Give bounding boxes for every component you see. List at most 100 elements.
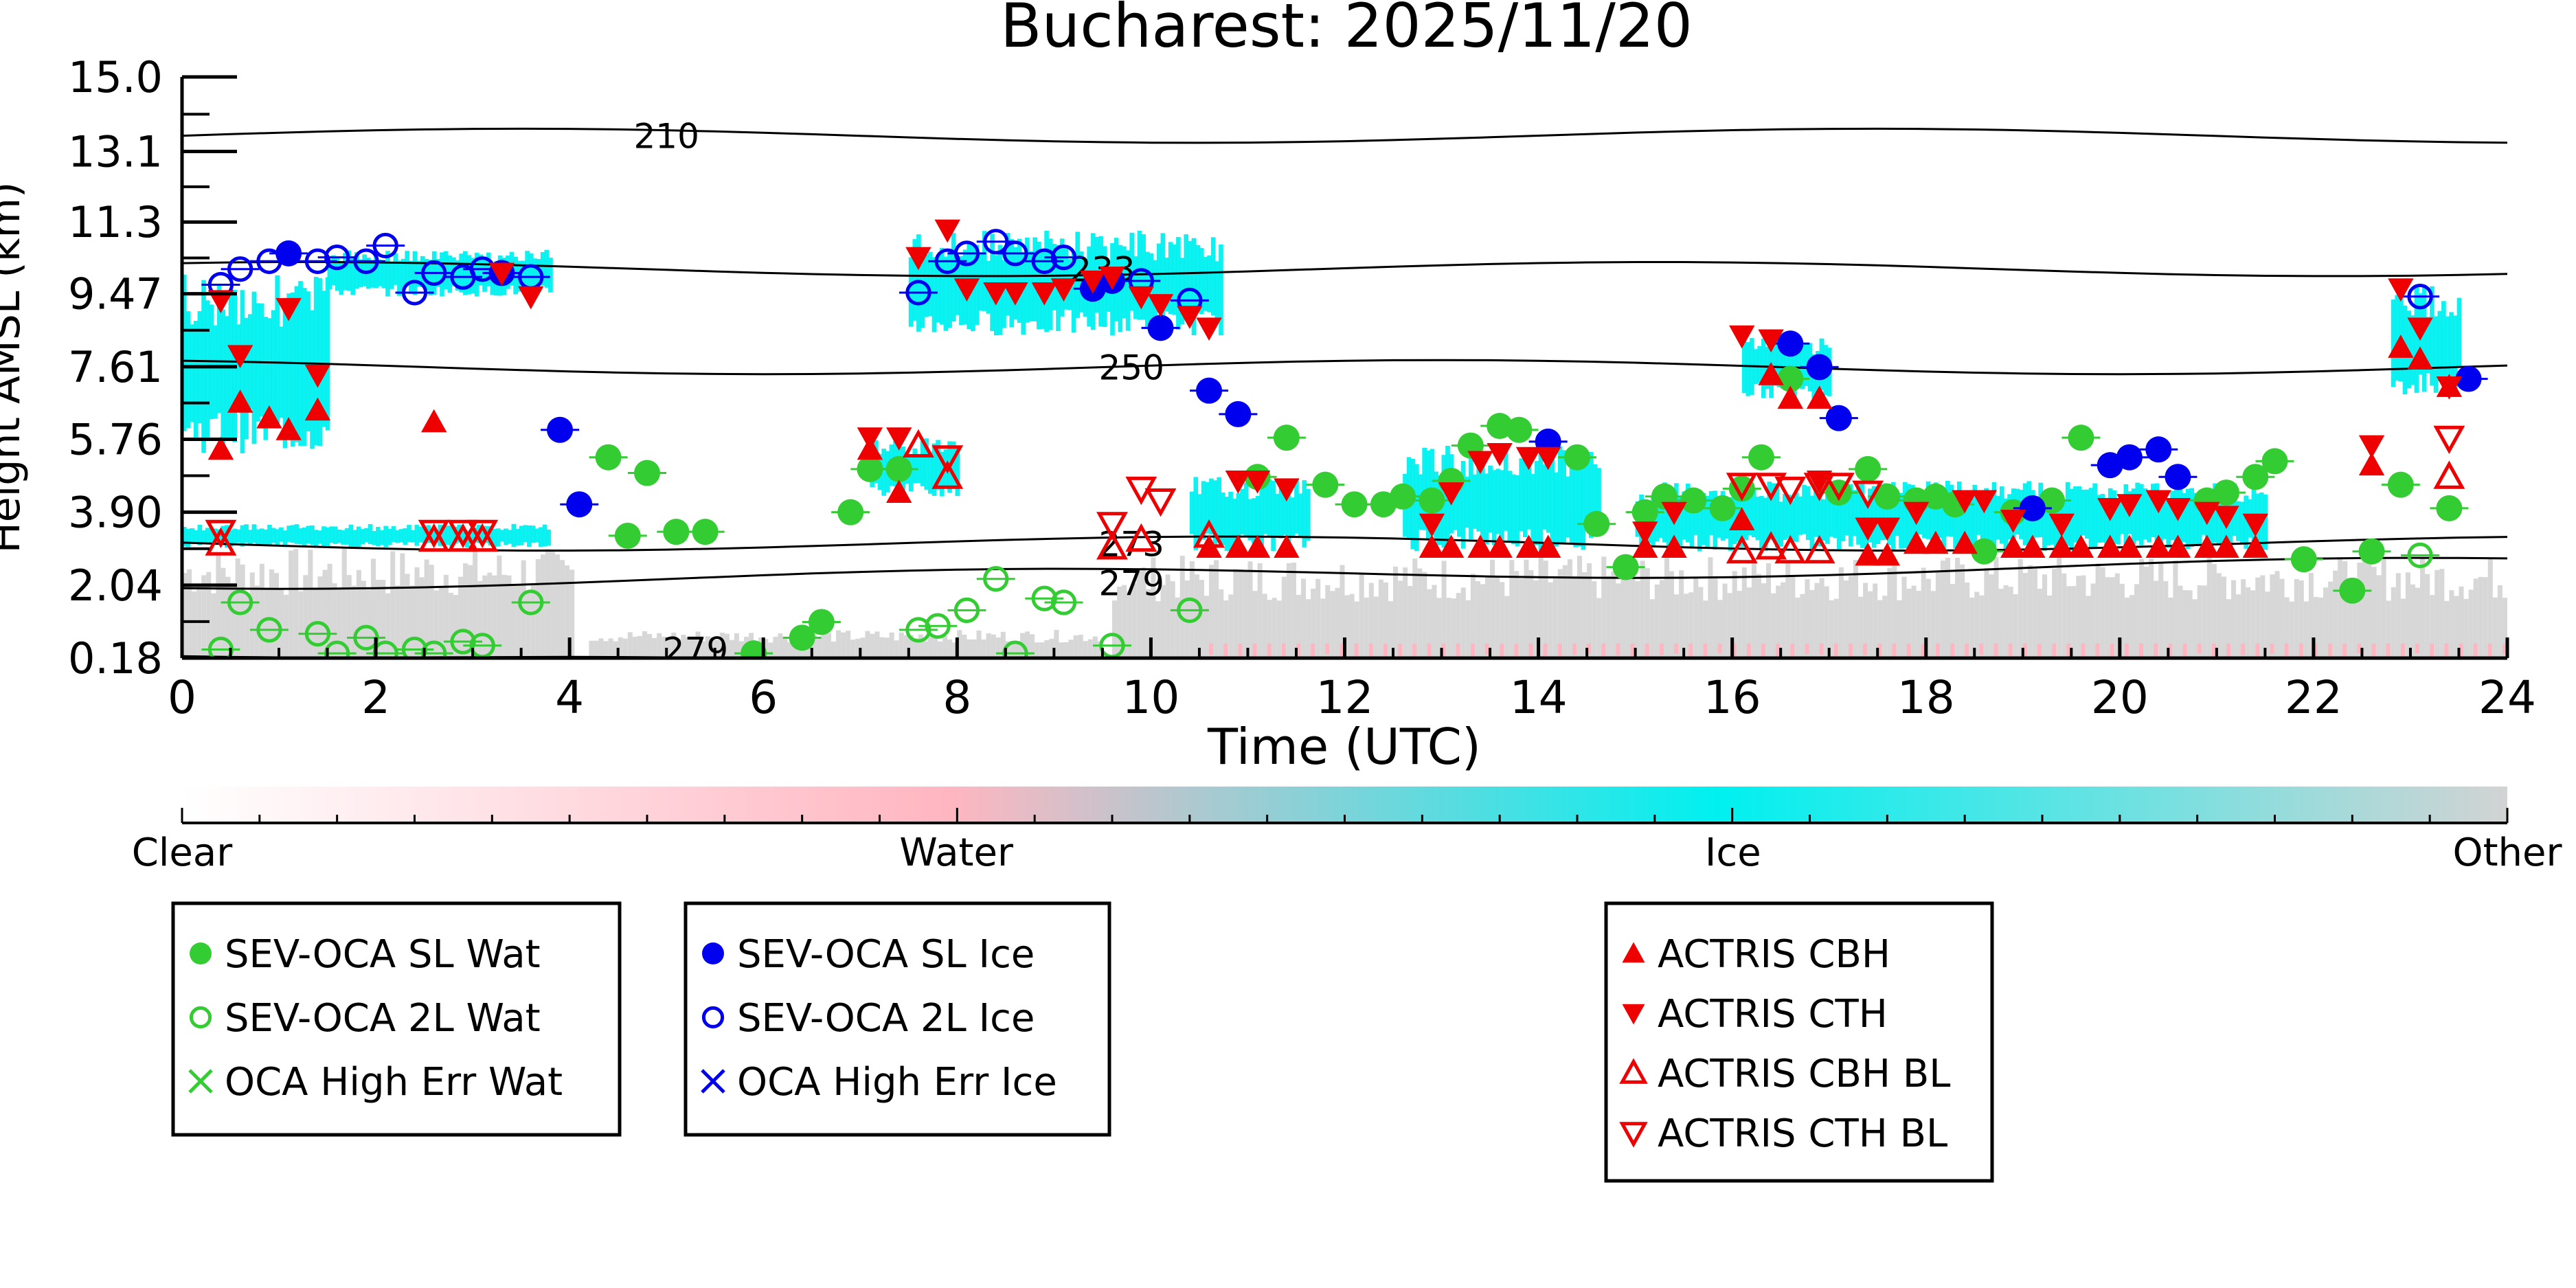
other-phase-column xyxy=(918,634,923,658)
sev-oca-2l-ice-point xyxy=(1002,240,1028,267)
other-phase-column xyxy=(1436,598,1442,658)
actris-cbh-point xyxy=(207,436,234,460)
other-phase-column xyxy=(1408,586,1413,658)
other-phase-column xyxy=(337,589,342,658)
ice-phase-column xyxy=(376,526,381,547)
other-phase-column xyxy=(400,553,405,658)
water-phase-speck xyxy=(2342,643,2347,658)
other-phase-column xyxy=(1741,567,1747,658)
other-phase-column xyxy=(2255,577,2261,658)
other-phase-column xyxy=(598,638,604,658)
contour-label: 210 xyxy=(633,117,699,157)
actris-cth-bl-point xyxy=(1726,473,1758,501)
ice-phase-column xyxy=(1701,493,1706,545)
water-phase-speck xyxy=(2298,643,2303,658)
water-phase-speck xyxy=(1587,643,1592,655)
actris-cth-point xyxy=(1196,317,1222,341)
water-phase-speck xyxy=(2241,643,2246,655)
actris-cbh-point xyxy=(2068,534,2094,558)
ice-phase-column xyxy=(346,250,352,291)
ice-phase-column xyxy=(1790,500,1795,542)
ice-phase-column xyxy=(1189,491,1195,534)
ice-phase-column xyxy=(2143,488,2148,540)
phase-colorbar: Clear Water Ice Other xyxy=(132,787,2562,875)
other-phase-column xyxy=(1127,591,1132,658)
water-phase-speck xyxy=(2197,643,2202,654)
other-phase-column xyxy=(846,631,851,658)
sev-oca-2l-ice-point xyxy=(401,280,428,306)
ice-phase-column xyxy=(1519,458,1524,532)
other-phase-column xyxy=(1524,559,1529,658)
actris-cbh-bl-point xyxy=(1193,519,1225,548)
other-phase-column xyxy=(1562,565,1568,658)
ice-phase-column xyxy=(251,524,257,543)
legend-label: ACTRIS CTH xyxy=(1658,992,1888,1037)
other-phase-column xyxy=(2366,562,2372,658)
other-phase-column xyxy=(1674,594,1680,658)
actris-cth-point xyxy=(1855,517,1881,541)
other-phase-column xyxy=(1708,557,1713,658)
actris-cth-point xyxy=(2213,506,2239,530)
other-phase-column xyxy=(381,580,386,658)
actris-cbh-point xyxy=(1225,534,1252,558)
other-phase-column xyxy=(613,641,618,658)
other-phase-column xyxy=(1625,565,1631,658)
water-phase-speck xyxy=(1572,643,1577,655)
water-phase-speck xyxy=(2081,643,2086,658)
other-phase-column xyxy=(322,569,328,658)
water-phase-speck xyxy=(1500,643,1504,658)
ice-phase-column xyxy=(306,526,311,544)
ice-phase-column xyxy=(433,529,439,543)
ice-phase-column xyxy=(190,528,194,545)
water-phase-speck xyxy=(1950,643,1955,658)
ice-phase-column xyxy=(362,254,367,286)
sev-oca-sl-ice-point xyxy=(1147,315,1174,341)
water-phase-speck xyxy=(2154,643,2158,658)
sev-oca-2l-ice-point xyxy=(372,232,398,259)
ice-phase-column xyxy=(1156,243,1162,313)
ice-phase-column xyxy=(1693,495,1698,535)
other-phase-column xyxy=(1930,591,1936,658)
other-phase-column xyxy=(1257,563,1263,658)
ice-phase-column xyxy=(1783,493,1787,540)
ice-phase-column xyxy=(1129,232,1135,311)
sev-oca-sl-wat-point xyxy=(1312,471,1339,498)
water-phase-speck xyxy=(2313,643,2318,658)
ice-phase-column xyxy=(951,233,956,322)
ice-phase-column xyxy=(2263,494,2268,550)
other-phase-column xyxy=(2430,595,2435,658)
other-phase-column xyxy=(1306,599,1311,658)
other-phase-column xyxy=(1645,568,1650,658)
ice-phase-column xyxy=(527,525,532,547)
sev-oca-sl-wat-point xyxy=(1709,495,1736,521)
sev-oca-sl-ice-point xyxy=(2455,365,2482,392)
other-phase-column xyxy=(2047,595,2053,658)
other-phase-column xyxy=(981,639,986,658)
other-phase-column xyxy=(1451,598,1456,658)
other-phase-column xyxy=(2100,567,2105,658)
other-phase-column xyxy=(1301,578,1307,658)
sev-oca-sl-wat-point xyxy=(692,519,719,545)
other-phase-column xyxy=(225,576,231,658)
actris-cth-bl-point xyxy=(1774,476,1807,506)
sev-oca-sl-ice-point xyxy=(275,240,302,267)
other-phase-column xyxy=(2303,601,2309,658)
ice-phase-column xyxy=(1906,484,1912,548)
other-phase-column xyxy=(376,579,381,658)
other-phase-column xyxy=(501,574,507,658)
other-phase-column xyxy=(1335,587,1340,658)
other-phase-column xyxy=(2216,573,2222,658)
ice-phase-column xyxy=(931,257,937,332)
other-phase-column xyxy=(1252,591,1258,658)
ice-phase-column xyxy=(335,258,340,291)
ice-phase-column xyxy=(2185,488,2191,550)
x-tick-label: 24 xyxy=(2478,671,2536,724)
y-tick-label: 5.76 xyxy=(68,414,163,464)
y-tick-label: 13.1 xyxy=(68,126,163,177)
y-tick-label: 15.0 xyxy=(68,52,163,102)
actris-cbh-point xyxy=(421,409,447,433)
other-phase-column xyxy=(705,636,710,658)
other-phase-column xyxy=(1877,600,1883,658)
ice-phase-column xyxy=(1199,248,1204,315)
ice-phase-column xyxy=(1569,449,1574,544)
